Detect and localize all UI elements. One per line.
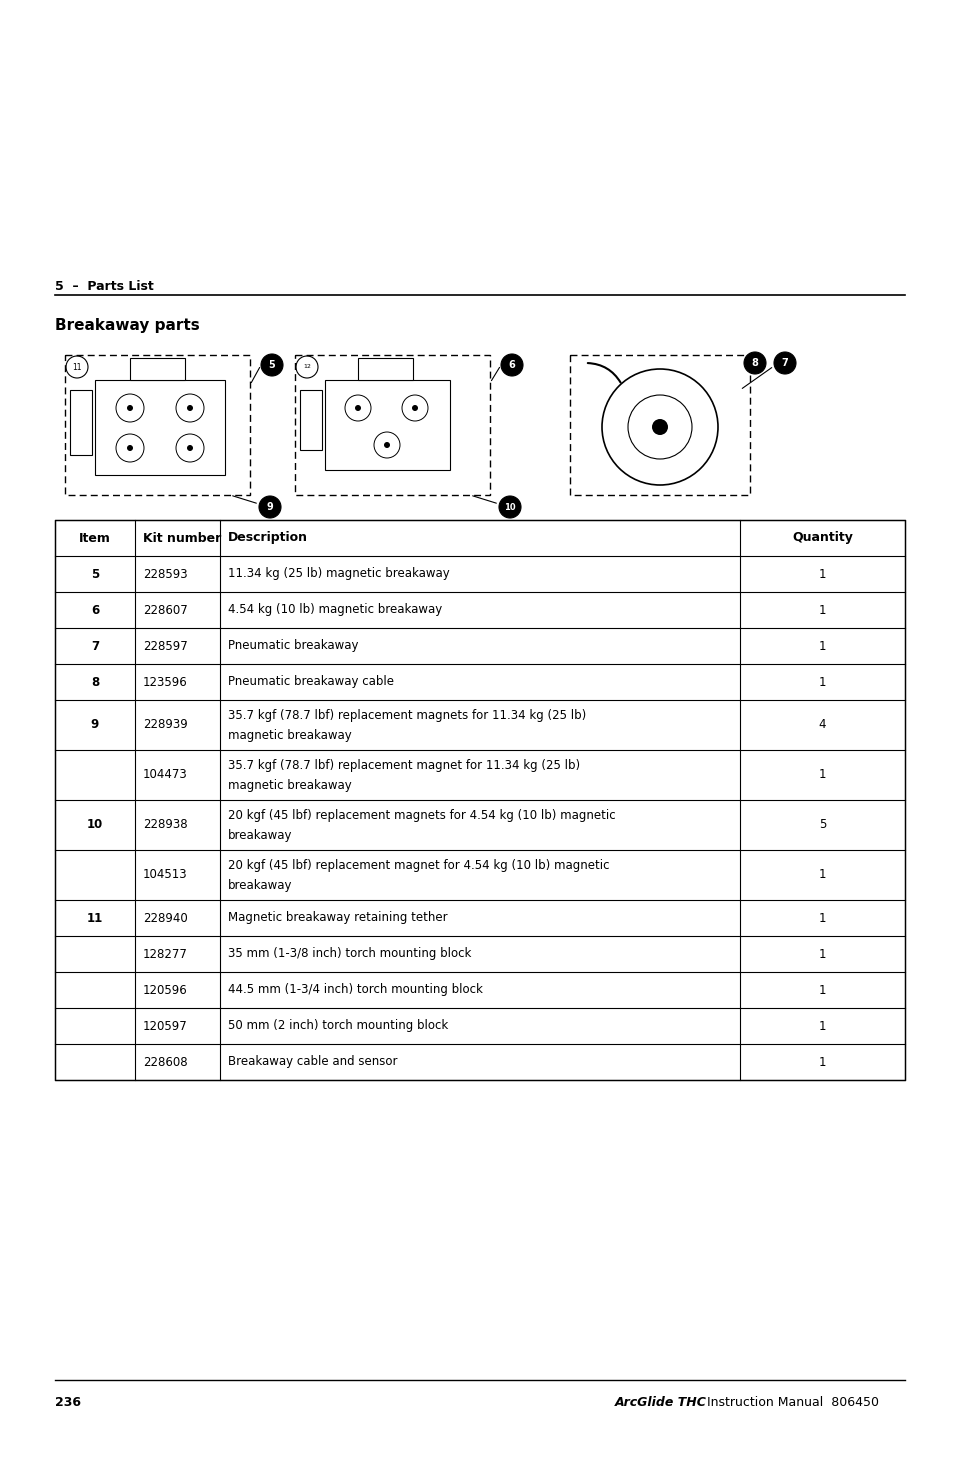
- Text: magnetic breakaway: magnetic breakaway: [228, 779, 352, 792]
- Bar: [130, 358, 185, 381]
- Text: ArcGlide THC: ArcGlide THC: [615, 1395, 706, 1409]
- Text: 7: 7: [91, 640, 99, 652]
- Text: 8: 8: [751, 358, 758, 367]
- Text: 104513: 104513: [143, 869, 188, 882]
- Text: Description: Description: [228, 531, 308, 544]
- Text: 123596: 123596: [143, 676, 188, 689]
- Text: 7: 7: [781, 358, 787, 367]
- Text: 1: 1: [818, 984, 825, 997]
- Text: 128277: 128277: [143, 947, 188, 960]
- Bar: [65, 355, 250, 496]
- Bar: [95, 381, 225, 475]
- Text: 11: 11: [72, 363, 82, 372]
- Circle shape: [651, 419, 667, 435]
- Text: 228593: 228593: [143, 568, 188, 581]
- Text: 1: 1: [818, 912, 825, 925]
- Text: Item: Item: [79, 531, 111, 544]
- Text: 35 mm (1-3/8 inch) torch mounting block: 35 mm (1-3/8 inch) torch mounting block: [228, 947, 471, 960]
- Circle shape: [500, 354, 522, 376]
- Text: Kit number: Kit number: [143, 531, 221, 544]
- Text: 11.34 kg (25 lb) magnetic breakaway: 11.34 kg (25 lb) magnetic breakaway: [228, 568, 449, 581]
- Circle shape: [773, 353, 795, 375]
- Bar: [357, 358, 413, 381]
- Circle shape: [384, 442, 390, 448]
- Text: 20 kgf (45 lbf) replacement magnet for 4.54 kg (10 lb) magnetic: 20 kgf (45 lbf) replacement magnet for 4…: [228, 858, 609, 872]
- Circle shape: [412, 406, 417, 412]
- Text: 8: 8: [91, 676, 99, 689]
- Bar: [569, 355, 749, 496]
- Text: breakaway: breakaway: [228, 879, 293, 892]
- Text: 1: 1: [818, 603, 825, 617]
- Text: Magnetic breakaway retaining tether: Magnetic breakaway retaining tether: [228, 912, 447, 925]
- Text: 228597: 228597: [143, 640, 188, 652]
- Circle shape: [258, 496, 281, 518]
- Text: 1: 1: [818, 869, 825, 882]
- Text: magnetic breakaway: magnetic breakaway: [228, 730, 352, 742]
- Text: 228939: 228939: [143, 718, 188, 732]
- Bar: [55, 521, 904, 1080]
- Text: 228608: 228608: [143, 1056, 188, 1068]
- Text: 1: 1: [818, 640, 825, 652]
- Bar: [70, 389, 91, 454]
- Text: 6: 6: [508, 360, 515, 370]
- Text: 1: 1: [818, 676, 825, 689]
- Text: 4: 4: [818, 718, 825, 732]
- Circle shape: [743, 353, 765, 375]
- Text: 9: 9: [266, 502, 274, 512]
- Text: 44.5 mm (1-3/4 inch) torch mounting block: 44.5 mm (1-3/4 inch) torch mounting bloc…: [228, 984, 482, 997]
- Text: 1: 1: [818, 768, 825, 782]
- Text: 120596: 120596: [143, 984, 188, 997]
- Text: 10: 10: [87, 819, 103, 832]
- Circle shape: [187, 445, 193, 451]
- Text: 20 kgf (45 lbf) replacement magnets for 4.54 kg (10 lb) magnetic: 20 kgf (45 lbf) replacement magnets for …: [228, 808, 615, 822]
- Text: 104473: 104473: [143, 768, 188, 782]
- Text: breakaway: breakaway: [228, 829, 293, 842]
- Text: 50 mm (2 inch) torch mounting block: 50 mm (2 inch) torch mounting block: [228, 1019, 448, 1032]
- Text: 228938: 228938: [143, 819, 188, 832]
- Text: 5: 5: [91, 568, 99, 581]
- Text: 1: 1: [818, 1019, 825, 1032]
- Text: 1: 1: [818, 1056, 825, 1068]
- Text: 35.7 kgf (78.7 lbf) replacement magnets for 11.34 kg (25 lb): 35.7 kgf (78.7 lbf) replacement magnets …: [228, 708, 586, 721]
- Text: Quantity: Quantity: [791, 531, 852, 544]
- Text: 11: 11: [87, 912, 103, 925]
- Text: 10: 10: [503, 503, 516, 512]
- Text: 1: 1: [818, 568, 825, 581]
- Text: Instruction Manual  806450: Instruction Manual 806450: [702, 1395, 878, 1409]
- Text: 5  –  Parts List: 5 – Parts List: [55, 280, 153, 294]
- Bar: [294, 355, 490, 496]
- Text: 120597: 120597: [143, 1019, 188, 1032]
- Text: 228607: 228607: [143, 603, 188, 617]
- Text: 1: 1: [818, 947, 825, 960]
- Circle shape: [127, 406, 132, 412]
- Text: 236: 236: [55, 1395, 81, 1409]
- Circle shape: [127, 445, 132, 451]
- Circle shape: [498, 496, 520, 518]
- Text: 5: 5: [269, 360, 275, 370]
- Text: 228940: 228940: [143, 912, 188, 925]
- Text: Pneumatic breakaway: Pneumatic breakaway: [228, 640, 358, 652]
- Text: 4.54 kg (10 lb) magnetic breakaway: 4.54 kg (10 lb) magnetic breakaway: [228, 603, 442, 617]
- Text: 35.7 kgf (78.7 lbf) replacement magnet for 11.34 kg (25 lb): 35.7 kgf (78.7 lbf) replacement magnet f…: [228, 758, 579, 771]
- Text: 9: 9: [91, 718, 99, 732]
- Text: 5: 5: [818, 819, 825, 832]
- Text: 6: 6: [91, 603, 99, 617]
- Text: 12: 12: [303, 364, 311, 370]
- Circle shape: [261, 354, 283, 376]
- Text: Breakaway cable and sensor: Breakaway cable and sensor: [228, 1056, 397, 1068]
- Bar: [325, 381, 450, 471]
- Bar: [299, 389, 322, 450]
- Circle shape: [187, 406, 193, 412]
- Circle shape: [355, 406, 360, 412]
- Text: Breakaway parts: Breakaway parts: [55, 319, 199, 333]
- Text: Pneumatic breakaway cable: Pneumatic breakaway cable: [228, 676, 394, 689]
